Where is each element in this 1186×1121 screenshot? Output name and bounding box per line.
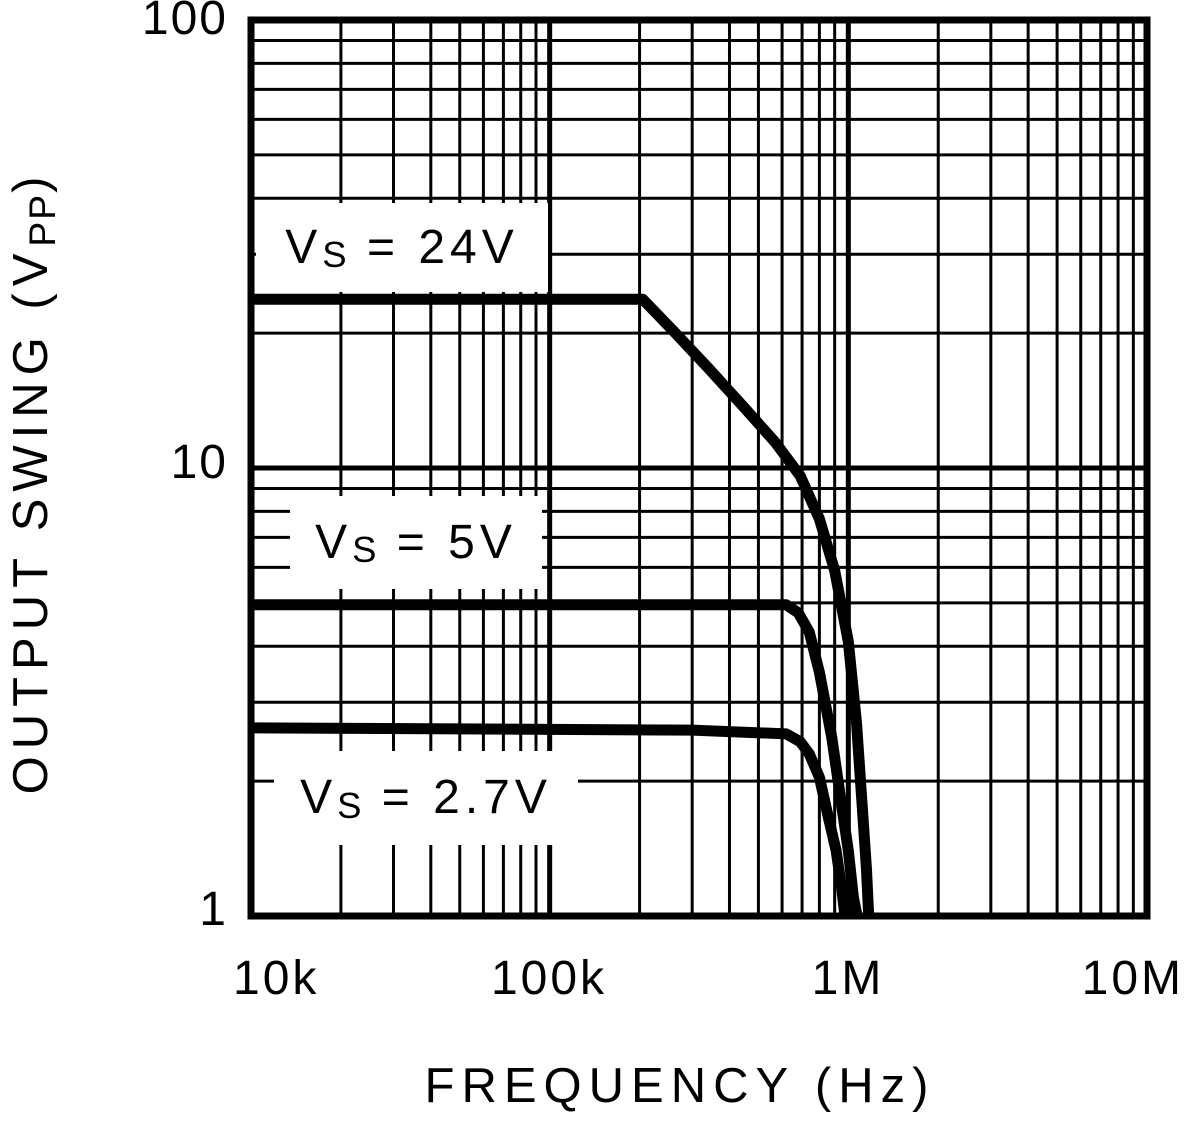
y-axis-title-subscript: PP — [21, 192, 64, 247]
x-tick-label-1M: 1M — [811, 952, 885, 1005]
y-axis-title-close: ) — [4, 169, 58, 193]
curve-vs-2.7v — [250, 722, 851, 917]
curve-vs-5v — [251, 599, 863, 918]
curve-vs-24v — [251, 293, 875, 917]
vs-symbol: V — [315, 515, 353, 569]
x-tick-label-10k: 10k — [233, 952, 320, 1005]
vs-subscript: S — [337, 784, 364, 826]
y-axis-title: OUTPUT SWING (VPP) — [4, 102, 67, 862]
vs-value: = 2.7V — [363, 771, 552, 824]
y-axis-title-text: OUTPUT SWING (V — [4, 246, 58, 795]
vs-subscript: S — [352, 529, 379, 571]
y-tick-label-10: 10 — [170, 436, 228, 490]
y-tick-label-100: 100 — [141, 0, 228, 46]
x-tick-label-100k: 100k — [490, 952, 608, 1005]
x-tick-label-10M: 10M — [1081, 952, 1184, 1005]
vs-symbol: V — [285, 220, 323, 274]
vs-subscript: S — [322, 234, 349, 276]
vs-symbol: V — [300, 771, 338, 824]
x-axis-title: FREQUENCY (Hz) — [424, 1059, 936, 1113]
vs-value: = 5V — [378, 515, 517, 569]
y-tick-label-1: 1 — [199, 883, 228, 937]
vs-value: = 24V — [348, 220, 519, 274]
plot-border — [247, 16, 1151, 920]
